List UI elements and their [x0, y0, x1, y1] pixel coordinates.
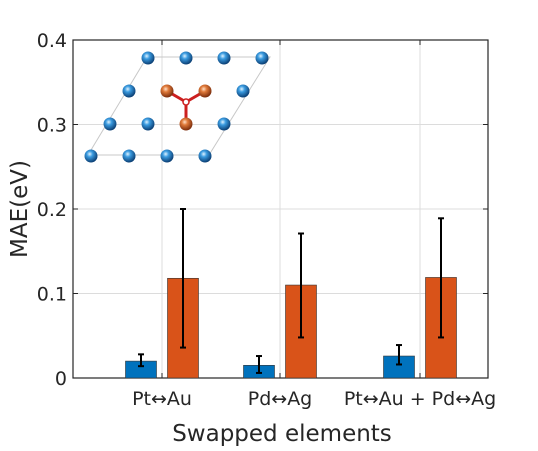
- error-bars-group: [138, 208, 444, 374]
- x-tick-label: Pt↔Au + Pd↔Ag: [344, 388, 496, 410]
- atom-blue: [103, 117, 117, 131]
- atom-blue: [255, 51, 269, 65]
- atom-orange: [198, 84, 212, 98]
- y-tick-label: 0.1: [37, 284, 67, 306]
- x-tick-label: Pd↔Ag: [248, 388, 313, 410]
- atom-blue: [141, 51, 155, 65]
- y-tick-label: 0.2: [37, 199, 67, 221]
- atom-blue: [198, 149, 212, 163]
- atom-blue: [236, 84, 250, 98]
- lattice-cell-outline: [87, 56, 271, 156]
- y-ticks-group: 0 0.1 0.2 0.3 0.4: [37, 30, 488, 390]
- x-axis-title: Swapped elements: [172, 421, 392, 447]
- atom-orange: [160, 84, 174, 98]
- atom-blue: [179, 51, 193, 65]
- y-tick-label: 0: [55, 368, 67, 390]
- atom-orange: [179, 117, 193, 131]
- x-tick-labels: Pt↔Au Pd↔Ag Pt↔Au + Pd↔Ag: [132, 388, 496, 410]
- inset-lattice-illustration: [84, 51, 271, 163]
- bars-group: [125, 277, 457, 379]
- atom-blue: [217, 117, 231, 131]
- y-tick-label: 0.3: [37, 115, 67, 137]
- atom-blue: [122, 149, 136, 163]
- atom-blue: [217, 51, 231, 65]
- atom-blue: [84, 149, 98, 163]
- vacancy-site: [182, 98, 190, 106]
- atom-blue: [122, 84, 136, 98]
- x-tick-label: Pt↔Au: [132, 388, 192, 410]
- y-axis-title: MAE(eV): [7, 160, 33, 258]
- y-tick-label: 0.4: [37, 30, 67, 52]
- atom-blue: [160, 149, 174, 163]
- atom-blue: [141, 117, 155, 131]
